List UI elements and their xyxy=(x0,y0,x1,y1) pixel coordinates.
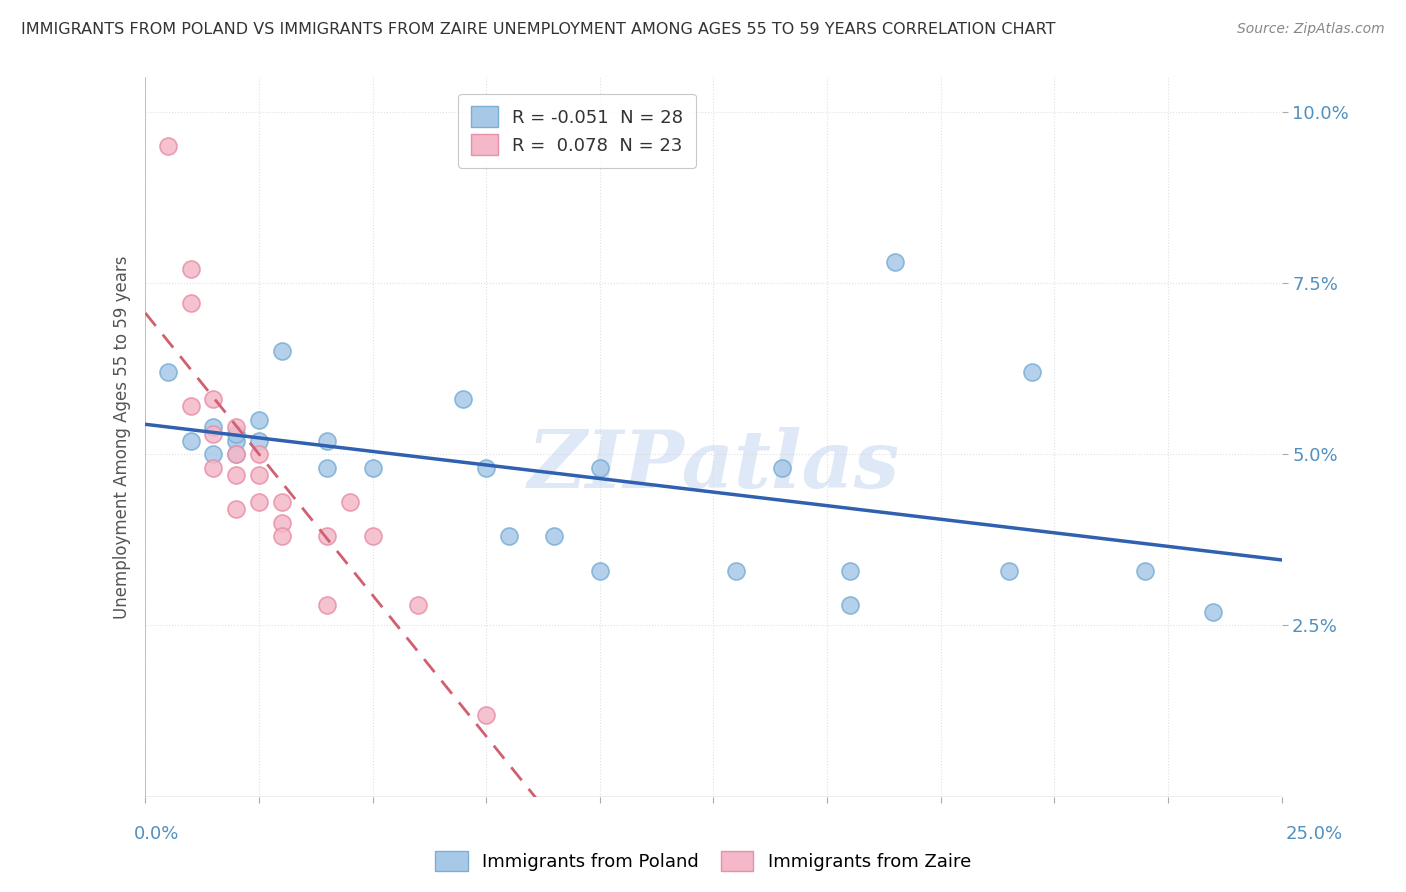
Point xyxy=(270,516,292,530)
Point xyxy=(589,461,612,475)
Text: 25.0%: 25.0% xyxy=(1285,825,1343,843)
Point xyxy=(725,564,748,578)
Point xyxy=(770,461,793,475)
Point xyxy=(998,564,1021,578)
Point xyxy=(180,434,202,448)
Point xyxy=(202,461,225,475)
Text: 0.0%: 0.0% xyxy=(134,825,179,843)
Text: ZIPatlas: ZIPatlas xyxy=(527,427,900,505)
Point xyxy=(270,529,292,543)
Point xyxy=(247,447,270,461)
Point xyxy=(202,447,225,461)
Legend: R = -0.051  N = 28, R =  0.078  N = 23: R = -0.051 N = 28, R = 0.078 N = 23 xyxy=(458,94,696,168)
Point xyxy=(247,467,270,482)
Point xyxy=(1021,365,1043,379)
Point xyxy=(475,461,498,475)
Point xyxy=(180,399,202,413)
Point xyxy=(202,392,225,407)
Point xyxy=(180,262,202,277)
Point xyxy=(498,529,520,543)
Point xyxy=(453,392,475,407)
Point xyxy=(247,434,270,448)
Point xyxy=(225,447,247,461)
Point xyxy=(361,461,384,475)
Point xyxy=(180,296,202,310)
Point xyxy=(270,495,292,509)
Point xyxy=(225,419,247,434)
Point xyxy=(247,413,270,427)
Point xyxy=(202,426,225,441)
Point xyxy=(157,365,180,379)
Point xyxy=(589,564,612,578)
Point xyxy=(543,529,565,543)
Point xyxy=(157,139,180,153)
Point xyxy=(270,344,292,359)
Point xyxy=(406,598,429,612)
Point xyxy=(316,598,339,612)
Legend: Immigrants from Poland, Immigrants from Zaire: Immigrants from Poland, Immigrants from … xyxy=(427,844,979,879)
Point xyxy=(247,495,270,509)
Point xyxy=(316,529,339,543)
Point xyxy=(838,598,860,612)
Point xyxy=(225,426,247,441)
Point xyxy=(475,707,498,722)
Point xyxy=(316,461,339,475)
Point xyxy=(339,495,361,509)
Point xyxy=(202,419,225,434)
Text: IMMIGRANTS FROM POLAND VS IMMIGRANTS FROM ZAIRE UNEMPLOYMENT AMONG AGES 55 TO 59: IMMIGRANTS FROM POLAND VS IMMIGRANTS FRO… xyxy=(21,22,1056,37)
Point xyxy=(225,447,247,461)
Y-axis label: Unemployment Among Ages 55 to 59 years: Unemployment Among Ages 55 to 59 years xyxy=(114,255,131,619)
Point xyxy=(838,564,860,578)
Point xyxy=(361,529,384,543)
Point xyxy=(225,434,247,448)
Point xyxy=(1202,605,1225,619)
Point xyxy=(1135,564,1157,578)
Point xyxy=(884,255,907,269)
Text: Source: ZipAtlas.com: Source: ZipAtlas.com xyxy=(1237,22,1385,37)
Point xyxy=(225,467,247,482)
Point xyxy=(316,434,339,448)
Point xyxy=(225,502,247,516)
